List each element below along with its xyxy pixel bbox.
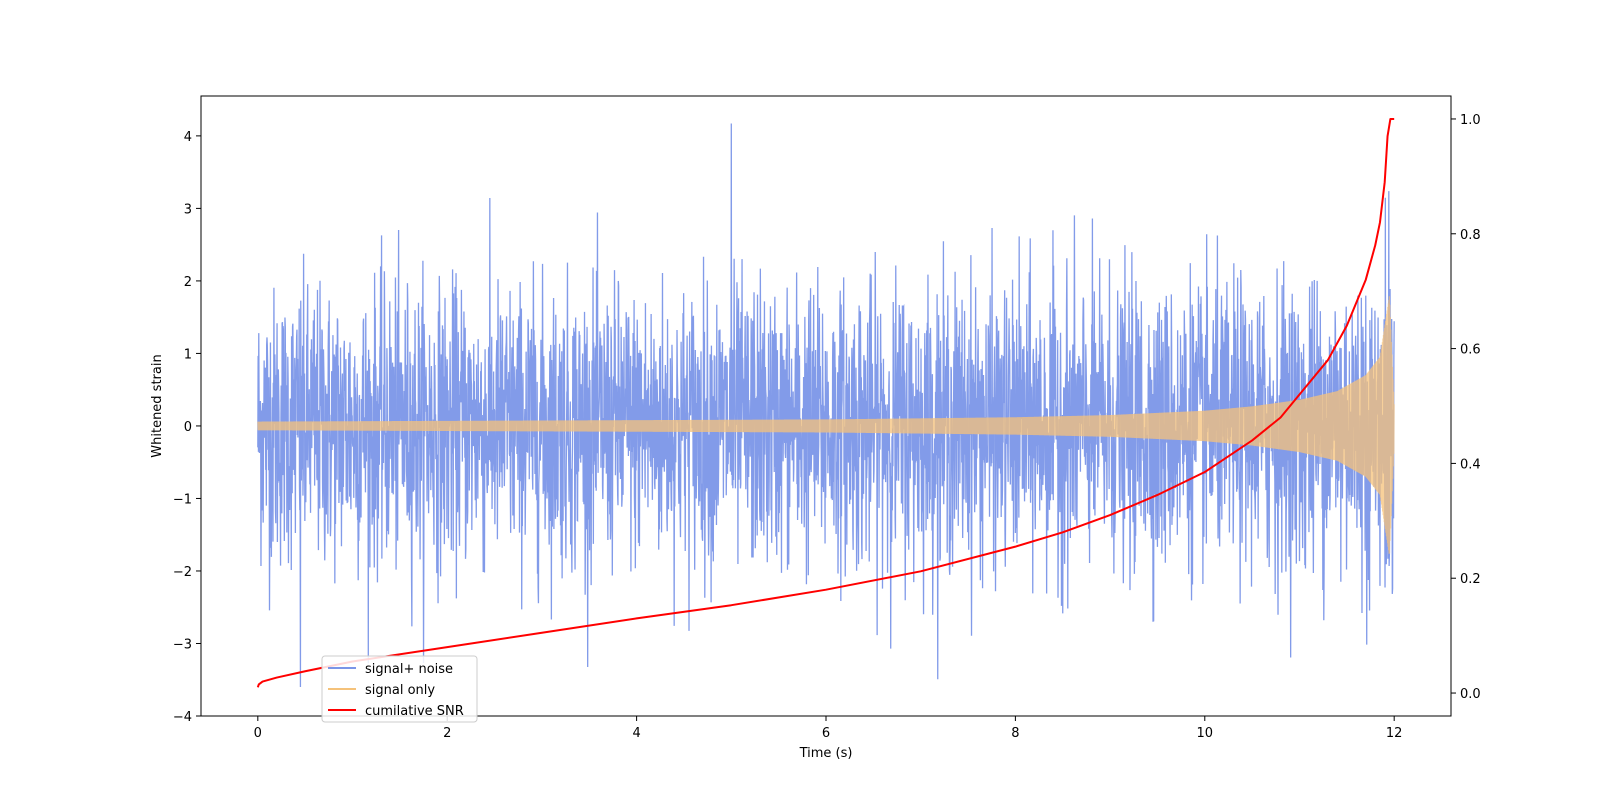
signal-only-line [257, 296, 1395, 554]
legend-label-signal-only: signal only [365, 683, 435, 698]
x-axis-ticks: 0 2 4 6 8 10 12 [254, 716, 1403, 741]
series-signal-noise [257, 123, 1395, 687]
y2-tick-label: 0.2 [1460, 572, 1481, 587]
y-tick-label: 1 [184, 347, 192, 362]
y-tick-label: 0 [184, 420, 192, 435]
y-tick-label: 3 [184, 202, 192, 217]
y-axis-ticks: −4 −3 −2 −1 0 1 2 3 4 [173, 130, 201, 725]
y-tick-label: −2 [173, 565, 192, 580]
x-tick-label: 10 [1197, 726, 1214, 741]
y2-tick-label: 0.8 [1460, 228, 1481, 243]
x-tick-label: 0 [254, 726, 262, 741]
y-tick-label: 2 [184, 275, 192, 290]
y2-axis-ticks: 0.0 0.2 0.4 0.6 0.8 1.0 [1451, 113, 1481, 702]
x-tick-label: 12 [1386, 726, 1403, 741]
legend-box [321, 655, 478, 723]
y-tick-label: 4 [184, 130, 192, 145]
y-axis-label: Whitened strain [150, 354, 165, 457]
y2-tick-label: 1.0 [1460, 113, 1481, 128]
x-tick-label: 8 [1011, 726, 1019, 741]
x-axis-label: Time (s) [799, 746, 853, 761]
legend: signal+ noise signal only cumilative SNR [321, 655, 478, 723]
legend-label-cumulative-snr: cumilative SNR [365, 704, 464, 719]
x-tick-label: 6 [822, 726, 830, 741]
y-tick-label: −4 [173, 710, 192, 725]
signal-noise-line [257, 123, 1395, 687]
x-tick-label: 4 [632, 726, 640, 741]
y-tick-label: −1 [173, 492, 192, 507]
y2-tick-label: 0.6 [1460, 343, 1481, 358]
series-signal-only [257, 296, 1395, 554]
y-tick-label: −3 [173, 637, 192, 652]
x-tick-label: 2 [443, 726, 451, 741]
legend-label-signal-noise: signal+ noise [365, 662, 453, 677]
y2-tick-label: 0.0 [1460, 687, 1481, 702]
y2-tick-label: 0.4 [1460, 457, 1481, 472]
